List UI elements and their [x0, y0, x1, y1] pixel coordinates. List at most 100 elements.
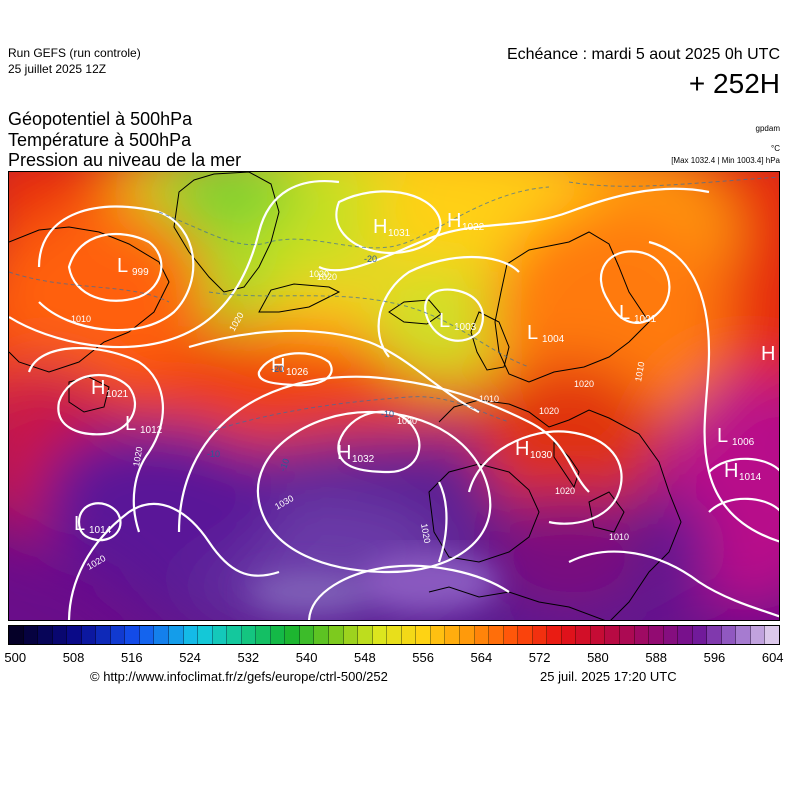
- geopotential-colorbar: [8, 625, 780, 645]
- colorbar-swatch: [314, 626, 330, 644]
- pressure-center-value: 1003: [454, 322, 477, 333]
- colorbar-tick-label: 532: [237, 650, 260, 665]
- pressure-center-value: 1004: [542, 334, 565, 345]
- isotherm-label: -10: [381, 409, 394, 419]
- colorbar-swatch: [23, 626, 39, 644]
- unit-geopotential: gpdam: [755, 124, 780, 133]
- colorbar-swatch: [430, 626, 446, 644]
- valid-time: Echéance : mardi 5 aout 2025 0h UTC: [506, 46, 780, 63]
- colorbar-swatch: [212, 626, 228, 644]
- pressure-center-value: 1012: [140, 425, 163, 436]
- isobar-label: 1010: [479, 394, 499, 404]
- colorbar-swatch: [139, 626, 155, 644]
- colorbar-swatch: [707, 626, 722, 644]
- colorbar-swatch: [518, 626, 533, 644]
- colorbar-swatch: [329, 626, 344, 644]
- colorbar-swatch: [576, 626, 591, 644]
- colorbar-tick-label: 596: [703, 650, 726, 665]
- colorbar-swatch: [125, 626, 140, 644]
- run-date: 25 juillet 2025 12Z: [8, 62, 107, 76]
- temperature-isotherms: [9, 176, 779, 433]
- pressure-center-letter: H: [337, 442, 351, 464]
- isotherm-label: -20: [364, 254, 377, 264]
- isobar-label: 1020: [309, 269, 329, 279]
- colorbar-swatch: [619, 626, 635, 644]
- colorbar-tick-label: 524: [179, 650, 201, 665]
- run-name: Run GEFS (run controle): [8, 46, 141, 60]
- colorbar-swatch: [67, 626, 82, 644]
- pressure-center-value: 1030: [530, 450, 553, 461]
- colorbar-swatch: [649, 626, 664, 644]
- colorbar-swatch: [198, 626, 213, 644]
- weather-map-svg: L 999 H 1031 H 1022 L 1003 L 1004 L 1001…: [9, 172, 779, 620]
- pressure-center-value: 1022: [462, 222, 485, 233]
- pressure-center-letter: L: [527, 322, 538, 344]
- field-title-geopotential: Géopotentiel à 500hPa: [8, 109, 193, 129]
- weather-map[interactable]: L 999 H 1031 H 1022 L 1003 L 1004 L 1001…: [8, 171, 780, 621]
- pressure-center-value: 1026: [286, 367, 309, 378]
- colorbar-tick-label: 508: [62, 650, 85, 665]
- colorbar-tick-label: 572: [528, 650, 551, 665]
- colorbar-tick-label: 548: [354, 650, 376, 665]
- isobar-label: 1020: [555, 486, 575, 496]
- pressure-center-value: 1014: [89, 525, 112, 536]
- colorbar-tick-label: 580: [587, 650, 609, 665]
- isobar-label: 1010: [71, 314, 91, 324]
- pressure-center-value: 999: [132, 267, 149, 278]
- pressure-center-letter: L: [717, 425, 728, 447]
- colorbar-swatch: [52, 626, 68, 644]
- pressure-center-value: 1021: [106, 389, 129, 400]
- field-title-pressure: Pression au niveau de la mer: [8, 150, 242, 170]
- colorbar-swatch: [110, 626, 126, 644]
- colorbar-swatch: [532, 626, 548, 644]
- colorbar-swatch: [154, 626, 170, 644]
- colorbar-swatch: [343, 626, 359, 644]
- colorbar-swatch: [270, 626, 286, 644]
- colorbar-swatch: [358, 626, 373, 644]
- colorbar-swatch: [590, 626, 606, 644]
- colorbar-swatch: [372, 626, 388, 644]
- isobar-label: 1010: [609, 532, 629, 542]
- colorbar-swatch: [81, 626, 97, 644]
- colorbar-swatch: [285, 626, 300, 644]
- colorbar-tick-label: 516: [120, 650, 143, 665]
- colorbar-swatch: [721, 626, 737, 644]
- isobar-label: 1020: [574, 379, 594, 389]
- pressure-center-letter: H: [724, 460, 738, 482]
- colorbar-swatch: [547, 626, 562, 644]
- unit-temperature: °C: [771, 144, 780, 153]
- isotherm-label: -20: [271, 364, 284, 374]
- isotherm-label: -10: [277, 457, 291, 473]
- colorbar-swatch: [38, 626, 53, 644]
- isobar-label: 1010: [633, 361, 646, 382]
- colorbar-swatch: [634, 626, 650, 644]
- pressure-center-letter: L: [125, 413, 136, 435]
- pressure-center-value: 1031: [388, 228, 411, 239]
- isotherm-label: -10: [207, 449, 220, 459]
- colorbar-swatch: [299, 626, 315, 644]
- colorbar-swatch: [663, 626, 679, 644]
- colorbar-swatch: [416, 626, 431, 644]
- isobars: [9, 180, 779, 620]
- colorbar-swatch: [445, 626, 460, 644]
- colorbar-swatch: [96, 626, 111, 644]
- colorbar-swatch: [401, 626, 417, 644]
- pressure-center-letter: L: [439, 310, 450, 332]
- colorbar-swatch: [765, 626, 779, 644]
- pressure-center-letter: H: [761, 343, 775, 365]
- colorbar-swatch: [183, 626, 199, 644]
- isobar-label: 1030: [397, 416, 417, 426]
- pressure-center-letter: H: [271, 355, 285, 377]
- colorbar-tick-labels: 500 508 516 524 532 540 548 556 564 572 580 588 596 6…: [4, 650, 783, 668]
- pressure-center-value: 1006: [732, 437, 755, 448]
- colorbar-tick-label: 604: [761, 650, 784, 665]
- colorbar-swatch: [489, 626, 504, 644]
- colorbar-swatch: [169, 626, 184, 644]
- colorbar-swatch: [561, 626, 577, 644]
- colorbar-tick-label: 564: [470, 650, 493, 665]
- pressure-center-letter: H: [447, 210, 461, 232]
- colorbar-swatch: [9, 626, 24, 644]
- field-title-temperature: Température à 500hPa: [8, 130, 192, 150]
- isobar-label: 1020: [539, 406, 559, 416]
- pressure-center-letter: L: [74, 513, 85, 535]
